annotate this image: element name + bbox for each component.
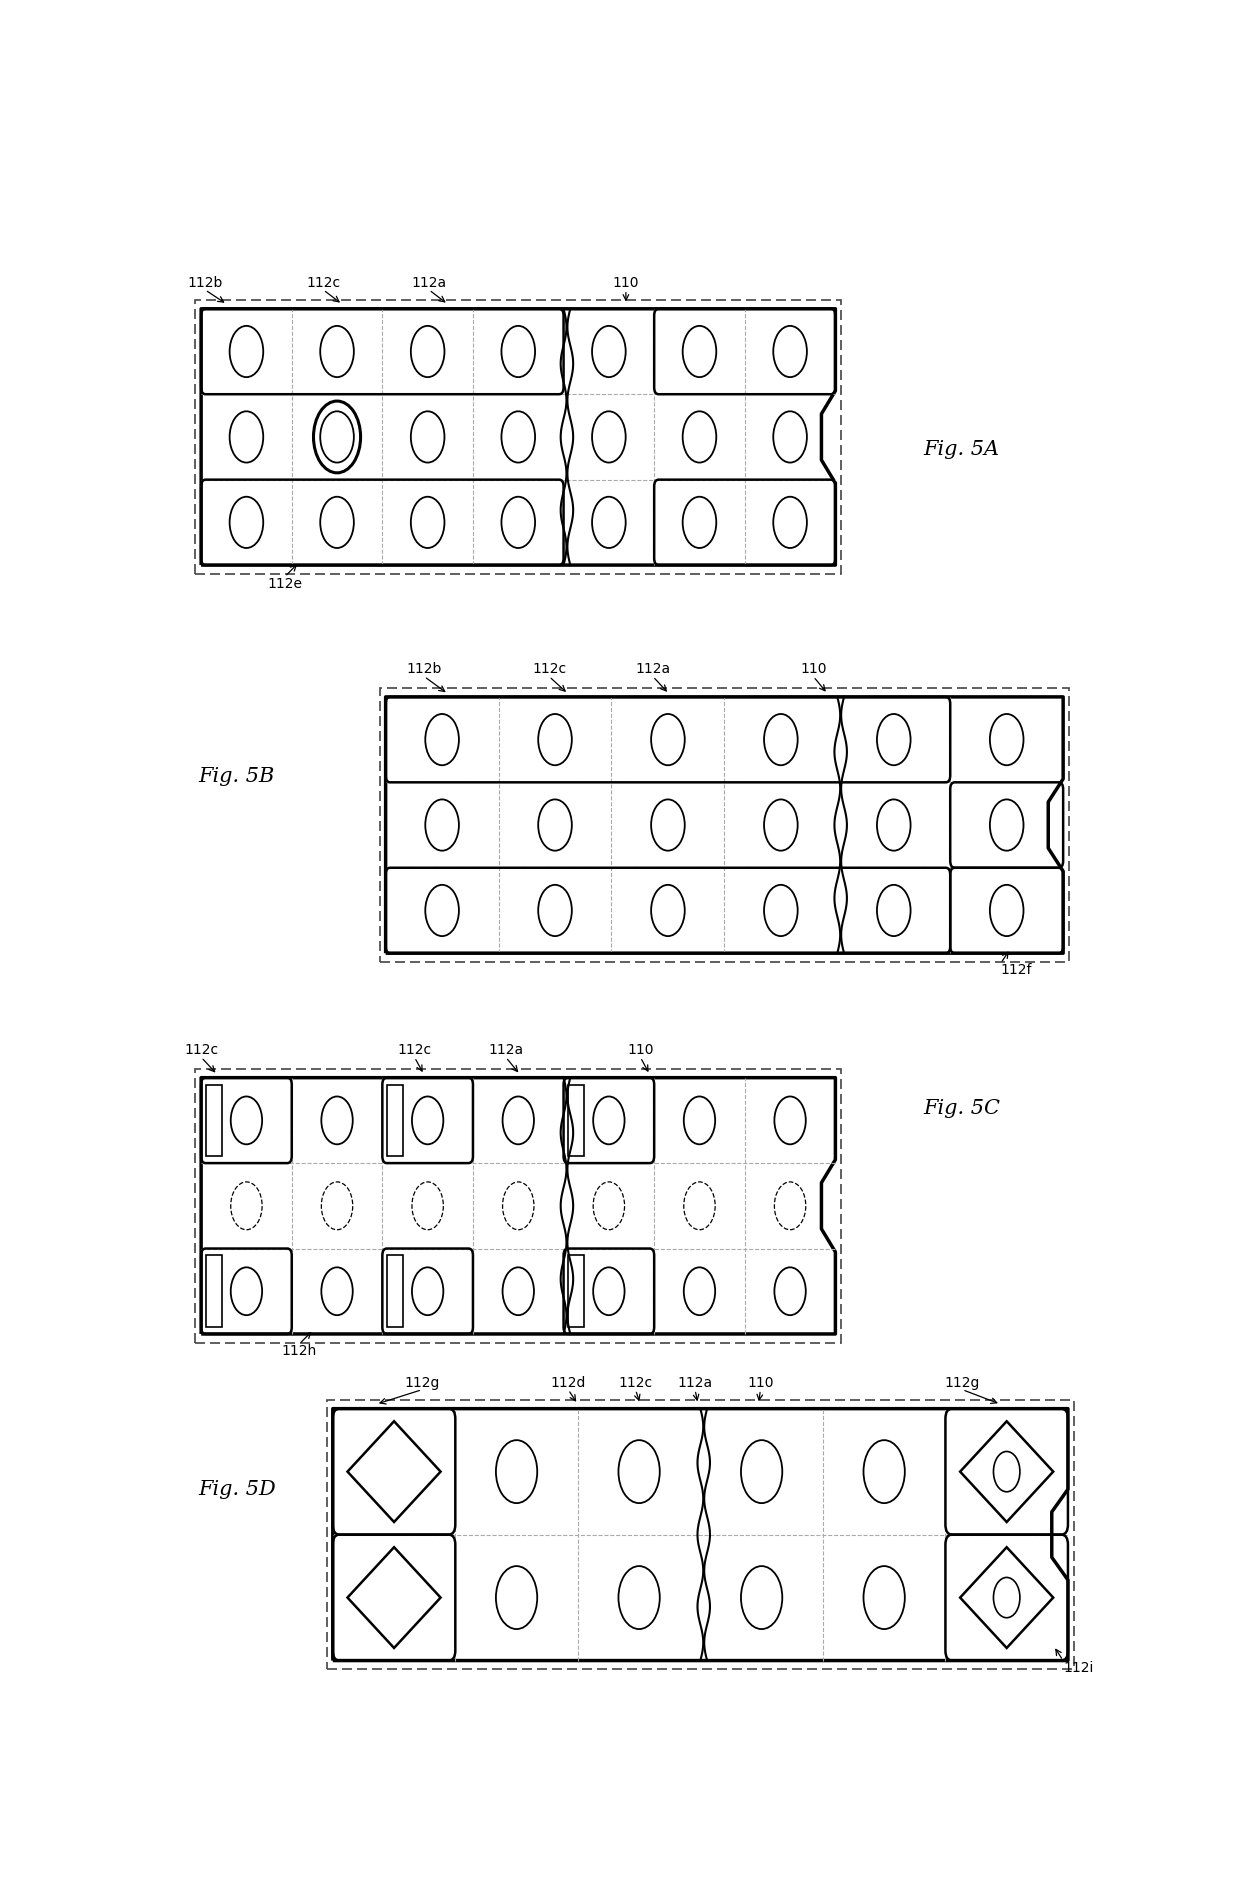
Bar [379, 689, 1069, 962]
Text: 112c: 112c [184, 1042, 218, 1058]
Text: Fig. 5D: Fig. 5D [198, 1480, 277, 1499]
Text: Fig. 5B: Fig. 5B [198, 767, 274, 786]
Text: 112g: 112g [404, 1375, 440, 1390]
Text: 112d: 112d [551, 1375, 587, 1390]
Bar [196, 1069, 841, 1343]
Text: 112a: 112a [677, 1375, 713, 1390]
Bar [206, 1255, 222, 1328]
Bar [387, 1255, 403, 1328]
Bar [206, 1084, 222, 1156]
Text: 112h: 112h [281, 1345, 316, 1358]
Text: 112i: 112i [1063, 1660, 1094, 1674]
Bar [387, 1084, 403, 1156]
Text: 112e: 112e [268, 576, 303, 592]
Bar [568, 1084, 584, 1156]
Text: 110: 110 [748, 1375, 774, 1390]
Text: 110: 110 [613, 276, 639, 289]
Text: 110: 110 [800, 662, 827, 677]
Text: Fig. 5A: Fig. 5A [924, 439, 999, 458]
Text: 112a: 112a [412, 276, 446, 289]
Bar [327, 1400, 1074, 1670]
Text: 112b: 112b [187, 276, 223, 289]
Bar [196, 301, 841, 574]
Text: 112b: 112b [407, 662, 441, 677]
Text: 110: 110 [627, 1042, 653, 1058]
Bar [568, 1255, 584, 1328]
Text: 112f: 112f [1001, 964, 1032, 978]
Text: 112c: 112c [306, 276, 340, 289]
Text: 112c: 112c [532, 662, 567, 677]
Text: 112c: 112c [619, 1375, 652, 1390]
Text: 112a: 112a [635, 662, 671, 677]
Text: Fig. 5C: Fig. 5C [924, 1099, 1001, 1118]
Text: 112a: 112a [489, 1042, 523, 1058]
Text: 112c: 112c [397, 1042, 432, 1058]
Text: 112g: 112g [945, 1375, 980, 1390]
